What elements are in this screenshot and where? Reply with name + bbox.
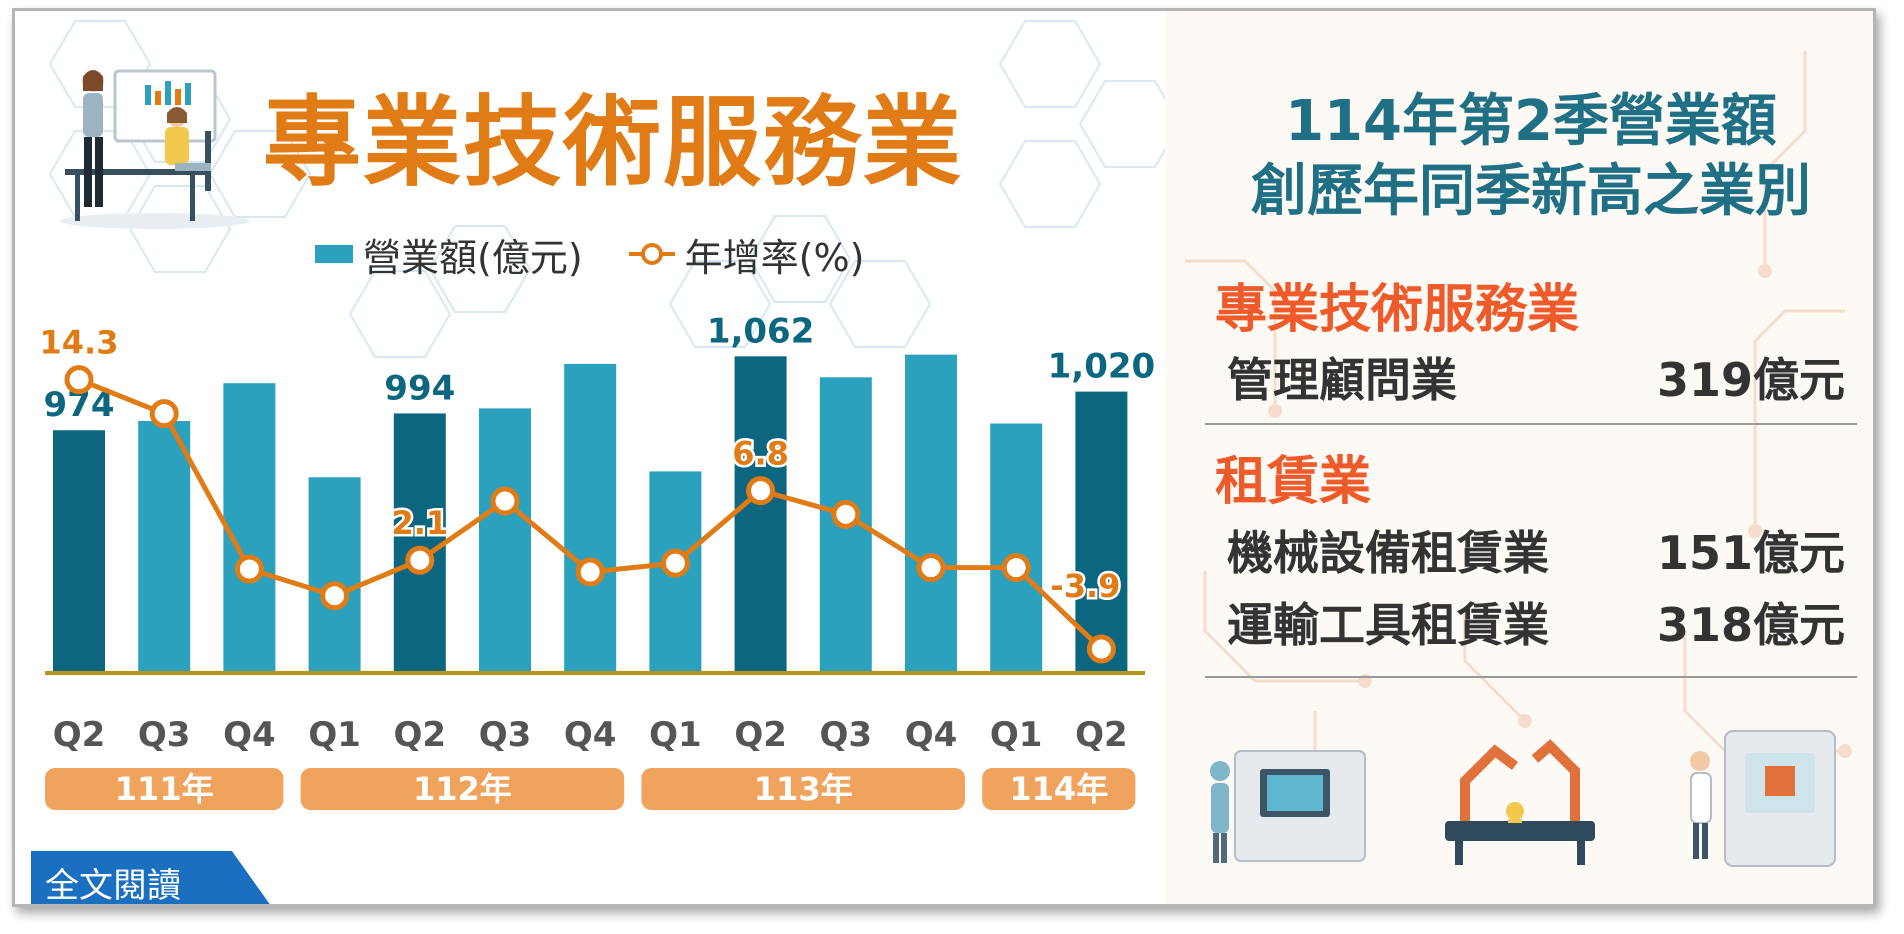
- year-band: [300, 768, 625, 810]
- growth-point: [149, 399, 179, 429]
- bar-value-label: 1,020: [1048, 347, 1156, 387]
- list-item: 運輸工具租賃業 318億元: [1227, 589, 1845, 655]
- bar: [138, 421, 191, 673]
- x-tick-label: Q2: [734, 715, 787, 755]
- growth-value-label: 6.8: [732, 435, 789, 473]
- x-tick-label: Q1: [990, 715, 1043, 755]
- industry-name: 管理顧問業: [1227, 353, 1457, 407]
- legend-line-label: 年增率(%): [684, 235, 865, 280]
- x-tick-label: Q3: [479, 715, 532, 755]
- x-tick-label: Q3: [820, 715, 873, 755]
- category-professional-services: 專業技術服務業: [1215, 280, 1580, 340]
- right-panel-title: 114年第2季營業額 創歷年同季新高之業別: [1181, 87, 1873, 227]
- growth-value-label: 2.1: [391, 504, 448, 542]
- category-leasing: 租賃業: [1215, 452, 1372, 512]
- bar: [223, 383, 276, 673]
- x-tick-label: Q4: [905, 715, 958, 755]
- year-band-label: 111年: [115, 770, 214, 808]
- year-band: [982, 768, 1136, 810]
- bar: [1075, 391, 1128, 673]
- legend-bar-label: 營業額(億元): [363, 235, 583, 280]
- x-tick-label: Q1: [649, 715, 702, 755]
- x-tick-label: Q2: [394, 715, 447, 755]
- growth-point: [575, 557, 605, 587]
- list-item: 機械設備租賃業 151億元: [1227, 517, 1845, 583]
- growth-point: [490, 486, 520, 516]
- industry-value: 318億元: [1656, 598, 1845, 652]
- growth-point: [831, 499, 861, 529]
- bar: [905, 354, 957, 673]
- bar: [308, 477, 361, 673]
- right-title-line1: 114年第2季營業額: [1285, 89, 1777, 154]
- legend-line-swatch: [628, 243, 675, 265]
- divider: [1205, 423, 1857, 425]
- growth-point: [660, 548, 690, 578]
- bar: [479, 408, 531, 673]
- bar: [990, 423, 1043, 673]
- legend-bar-swatch: [315, 245, 353, 263]
- x-tick-label: Q1: [308, 715, 361, 755]
- chart-title: 專業技術服務業: [263, 86, 964, 200]
- list-item: 管理顧問業 319億元: [1227, 344, 1845, 410]
- growth-point: [64, 365, 94, 395]
- infographic-frame: 專業技術服務業 營業額(億元) 年增率(%) 974 994 1,062 1,020 1…: [12, 8, 1876, 907]
- growth-point: [916, 553, 946, 583]
- year-band: [45, 768, 284, 810]
- x-tick-label: Q3: [138, 715, 191, 755]
- office-meeting-illustration: [60, 69, 250, 229]
- bar: [53, 430, 105, 673]
- bar: [564, 363, 617, 673]
- right-title-line2: 創歷年同季新高之業別: [1251, 159, 1811, 224]
- bar-value-label: 1,062: [707, 311, 815, 351]
- growth-value-label: -3.9: [1050, 567, 1120, 605]
- factory-machines-illustration: [1210, 730, 1836, 867]
- growth-point: [1001, 553, 1031, 583]
- chart-panel: 專業技術服務業 營業額(億元) 年增率(%) 974 994 1,062 1,020 1…: [15, 11, 1165, 904]
- growth-point: [746, 476, 776, 506]
- growth-point: [405, 545, 435, 575]
- growth-point: [320, 581, 350, 611]
- x-tick-label: Q4: [564, 715, 617, 755]
- growth-point: [1086, 634, 1116, 664]
- industry-name: 運輸工具租賃業: [1227, 598, 1549, 652]
- x-tick-label: Q2: [1075, 715, 1128, 755]
- industry-name: 機械設備租賃業: [1227, 526, 1549, 580]
- divider: [1205, 676, 1857, 678]
- x-tick-label: Q2: [53, 715, 106, 755]
- growth-value-label: 14.3: [40, 324, 119, 362]
- bar: [393, 413, 446, 673]
- year-band-label: 112年: [413, 770, 512, 808]
- read-more-button[interactable]: 全文閱讀: [31, 851, 276, 904]
- growth-point: [234, 554, 264, 584]
- bar: [734, 356, 787, 673]
- year-band-label: 113年: [754, 770, 853, 808]
- industry-value: 319億元: [1656, 353, 1845, 407]
- x-tick-label: Q4: [223, 715, 276, 755]
- year-band: [641, 768, 965, 810]
- bar-value-label: 994: [384, 368, 455, 408]
- chart-legend: 營業額(億元) 年增率(%): [315, 229, 865, 280]
- industry-value: 151億元: [1656, 526, 1845, 580]
- year-band-label: 114年: [1009, 770, 1108, 808]
